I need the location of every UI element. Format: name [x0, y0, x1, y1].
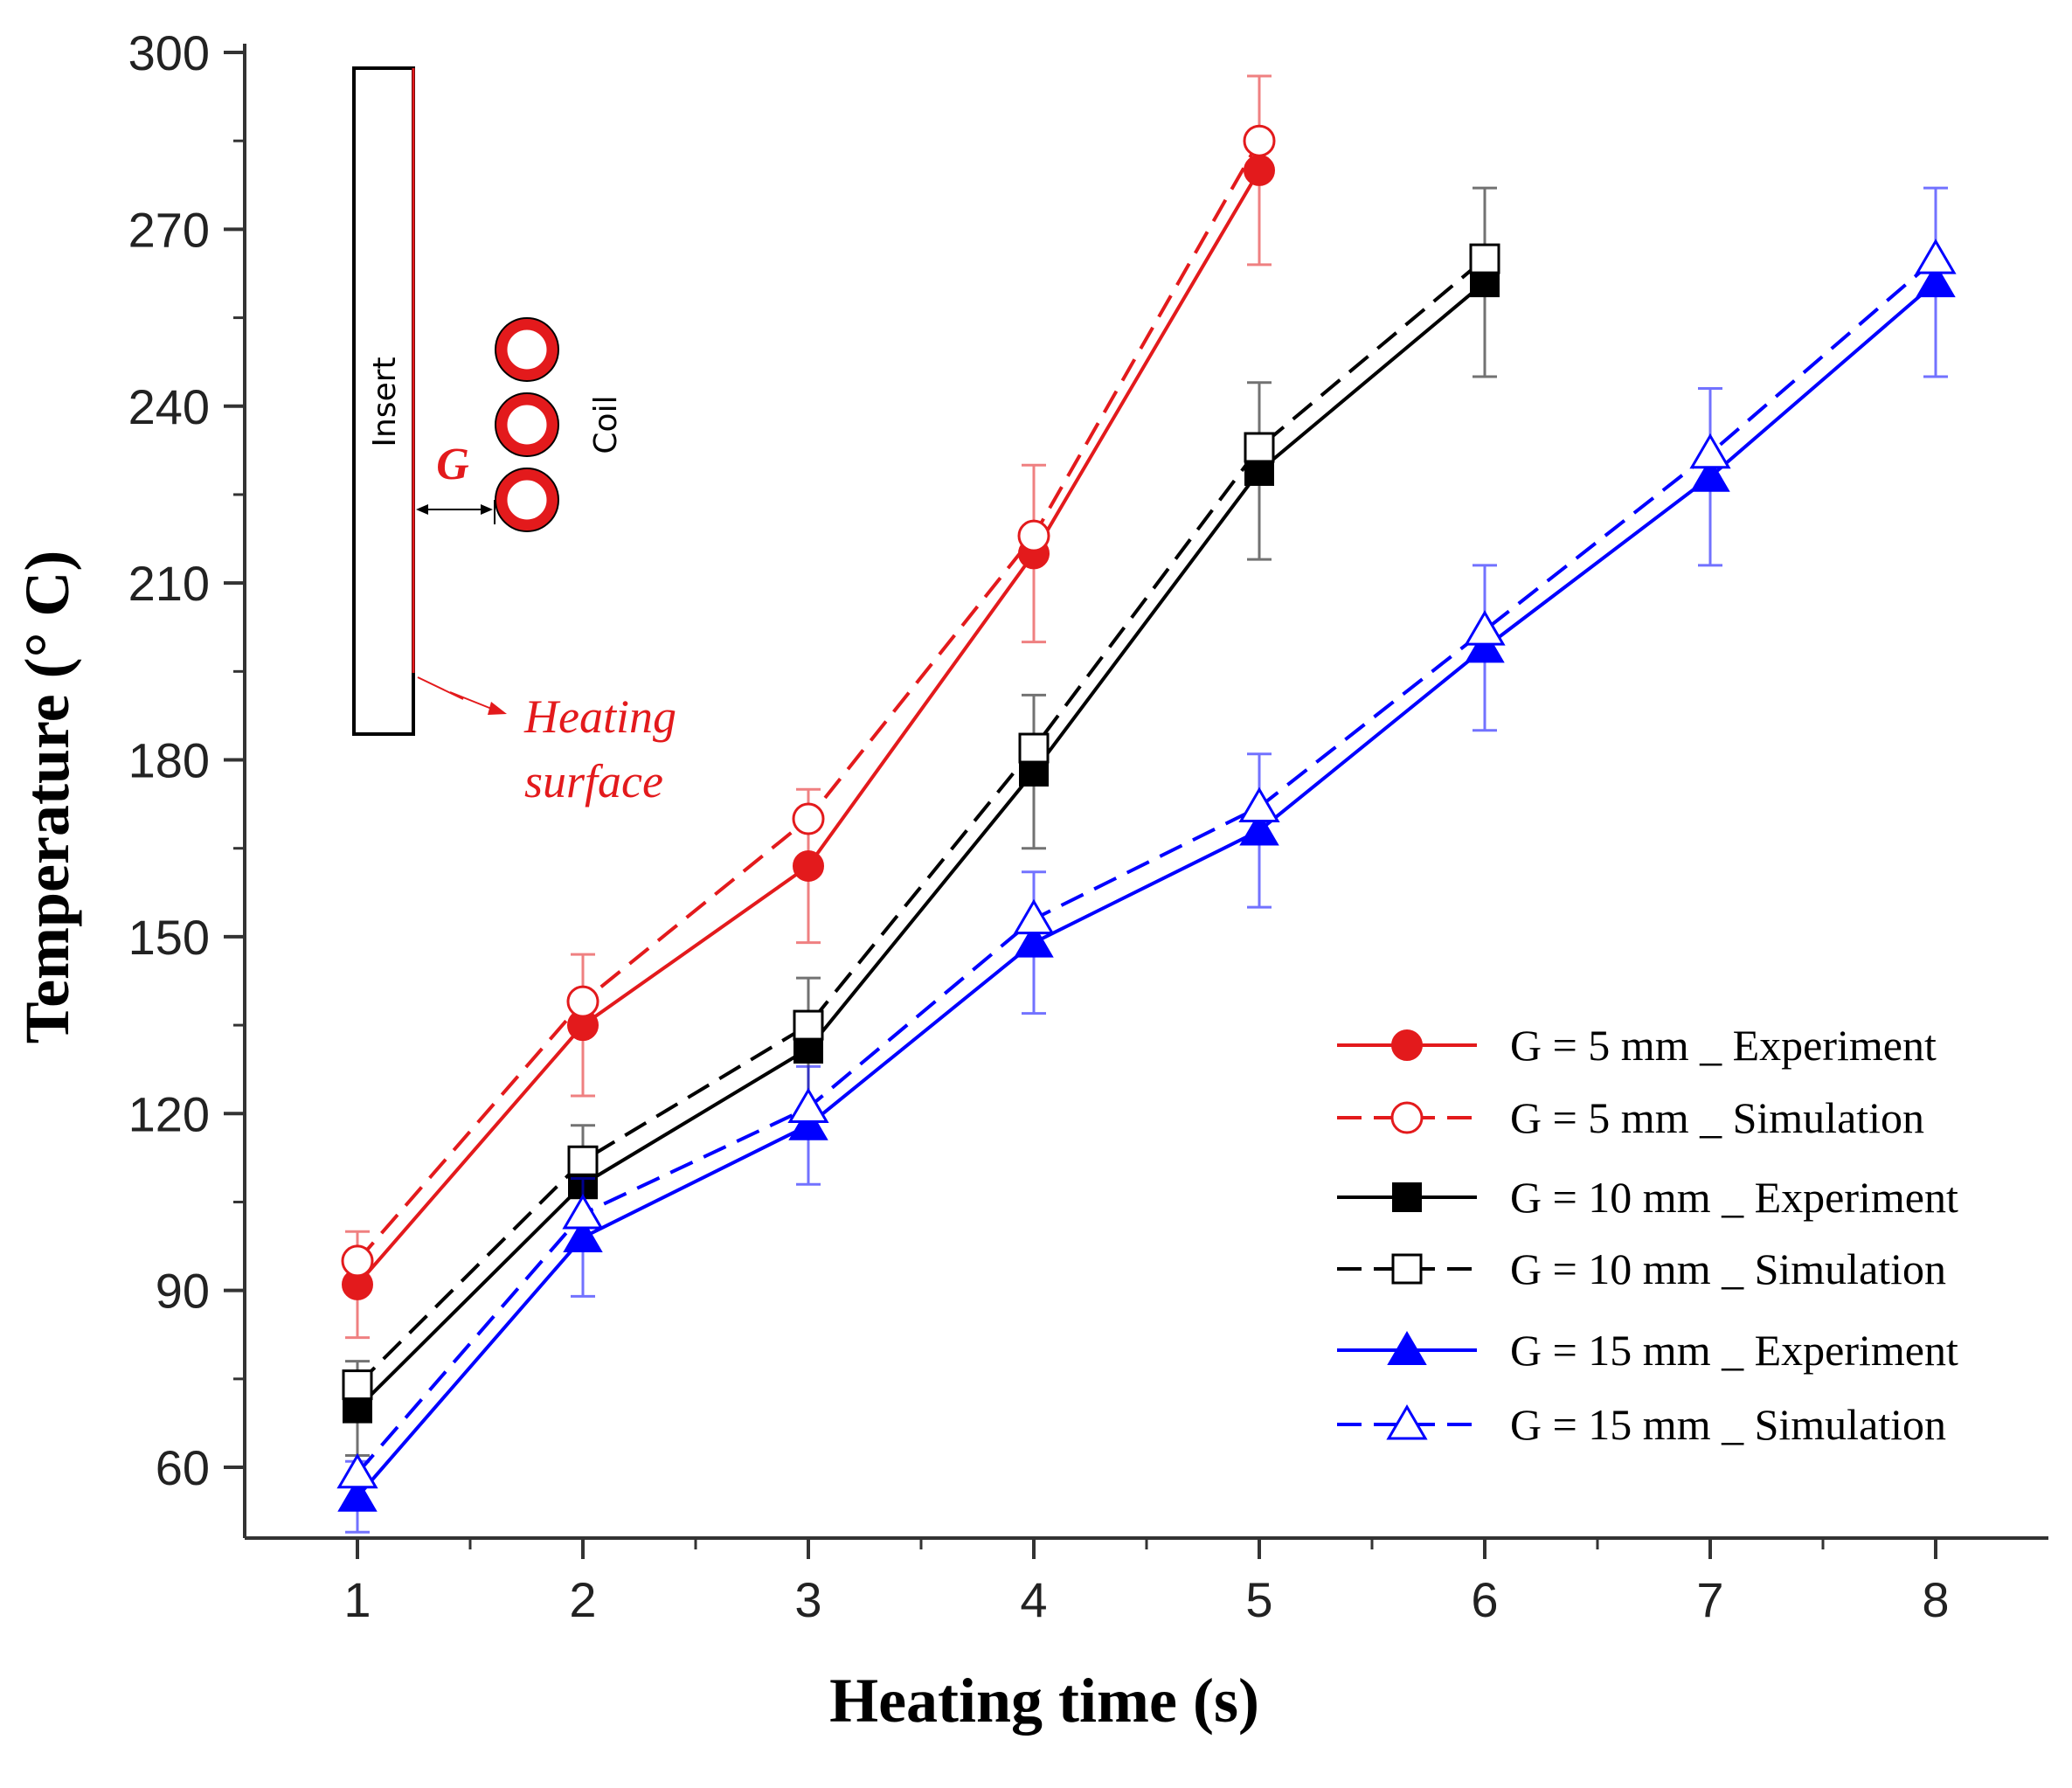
legend-marker [1392, 1182, 1422, 1212]
heating-surface-pointer-head [488, 702, 507, 715]
data-point [342, 1369, 373, 1401]
coil-label: Coil [588, 395, 624, 454]
series-line [356, 281, 1937, 1499]
y-axis-title: Temperature (° C) [12, 551, 82, 1044]
y-tick-label: 90 [156, 1264, 210, 1319]
data-point [1690, 457, 1730, 492]
series-4 [342, 243, 1500, 1401]
series-line [356, 257, 1937, 1475]
heating-surface-pointer [417, 676, 495, 710]
y-tick-label: 150 [128, 910, 210, 965]
legend-marker [1390, 1101, 1424, 1134]
coil-turn-2-outline [495, 392, 559, 457]
gap-arrow-right-head [481, 504, 493, 515]
heating-surface-label-1: Heating [523, 690, 676, 743]
y-tick-label: 210 [128, 556, 210, 611]
legend-label: G = 5 mm _ Experiment [1510, 1021, 1937, 1070]
data-point [1244, 154, 1275, 186]
data-point [1239, 811, 1279, 846]
legend-entry-4: G = 10 mm _ Simulation [1337, 1244, 1946, 1293]
data-point [567, 1145, 599, 1176]
data-point [788, 1105, 828, 1140]
legend-entry-6: G = 15 mm _ Simulation [1337, 1400, 1946, 1449]
series-5 [337, 186, 1956, 1534]
legend-entry-1: G = 5 mm _ Experiment [1337, 1021, 1937, 1070]
data-point [793, 1009, 824, 1041]
data-point [337, 1477, 378, 1512]
legend-label: G = 10 mm _ Experiment [1510, 1173, 1958, 1222]
y-tick-label: 120 [128, 1086, 210, 1141]
data-point [1689, 433, 1731, 469]
legend: G = 5 mm _ Experiment G = 5 mm _ Simulati… [1337, 1021, 1958, 1449]
y-tick-label: 270 [128, 202, 210, 257]
legend-label: G = 15 mm _ Simulation [1510, 1400, 1946, 1449]
y-tick-label: 300 [128, 25, 210, 80]
data-point [562, 1193, 604, 1230]
legend-entry-5: G = 15 mm _ Experiment [1337, 1326, 1958, 1375]
series-1 [342, 74, 1275, 1340]
y-tick-label: 60 [156, 1440, 210, 1495]
x-tick-label: 2 [569, 1572, 596, 1627]
series-6 [336, 239, 1957, 1489]
data-point [563, 1217, 603, 1252]
coil-turn-1 [495, 318, 558, 381]
gap-arrow-left-head [416, 504, 428, 515]
data-point [1238, 787, 1280, 822]
heating-surface-label-2: surface [524, 755, 663, 807]
legend-marker [1391, 1253, 1423, 1285]
legend-marker [1386, 1404, 1428, 1440]
data-point [793, 849, 824, 882]
data-point [1243, 124, 1276, 157]
data-point [1469, 243, 1500, 274]
data-point [1018, 732, 1050, 764]
data-point [792, 802, 825, 835]
data-point [1916, 263, 1956, 298]
x-axis-title: Heating time (s) [829, 1666, 1259, 1736]
coil-turn-3 [495, 468, 558, 531]
data-point [1915, 239, 1957, 274]
x-tick-label: 4 [1020, 1572, 1047, 1627]
data-point [1465, 628, 1505, 663]
series-layer [336, 74, 1957, 1534]
series-2 [341, 124, 1276, 1278]
data-point [566, 985, 599, 1018]
insert-coil-schematic: Insert Coil G Heating surface [352, 66, 676, 807]
y-tick-label: 180 [128, 733, 210, 788]
x-tick-label: 7 [1696, 1572, 1723, 1627]
insert-rect [352, 66, 415, 736]
legend-label: G = 15 mm _ Experiment [1510, 1326, 1958, 1375]
x-tick-label: 6 [1471, 1572, 1498, 1627]
x-tick-label: 8 [1922, 1572, 1949, 1627]
data-point [1244, 432, 1275, 463]
y-tick-label: 240 [128, 379, 210, 434]
x-tick-label: 3 [794, 1572, 821, 1627]
legend-label: G = 5 mm _ Simulation [1510, 1093, 1924, 1142]
data-point [341, 1244, 374, 1278]
insert-label: Insert [367, 357, 403, 447]
data-point [1013, 898, 1055, 935]
legend-marker [1391, 1029, 1423, 1061]
legend-marker [1387, 1331, 1427, 1365]
data-point [336, 1452, 378, 1489]
series-line [356, 257, 1486, 1387]
data-point [787, 1087, 829, 1124]
data-point [1017, 519, 1050, 552]
x-tick-label: 1 [343, 1572, 371, 1627]
legend-entry-2: G = 5 mm _ Simulation [1337, 1093, 1924, 1142]
coil-turn-1-outline [495, 317, 559, 382]
data-point [1464, 610, 1506, 646]
legend-label: G = 10 mm _ Simulation [1510, 1244, 1946, 1293]
x-tick-label: 5 [1245, 1572, 1272, 1627]
legend-entry-3: G = 10 mm _ Experiment [1337, 1173, 1958, 1222]
series-line [356, 281, 1486, 1410]
gap-label: G [436, 440, 469, 489]
data-point [1014, 923, 1054, 958]
coil-turn-2 [495, 393, 558, 456]
axes: 60 90 120 150 180 210 240 270 300 1 2 3 4 5 6 7 8 [128, 25, 2048, 1627]
